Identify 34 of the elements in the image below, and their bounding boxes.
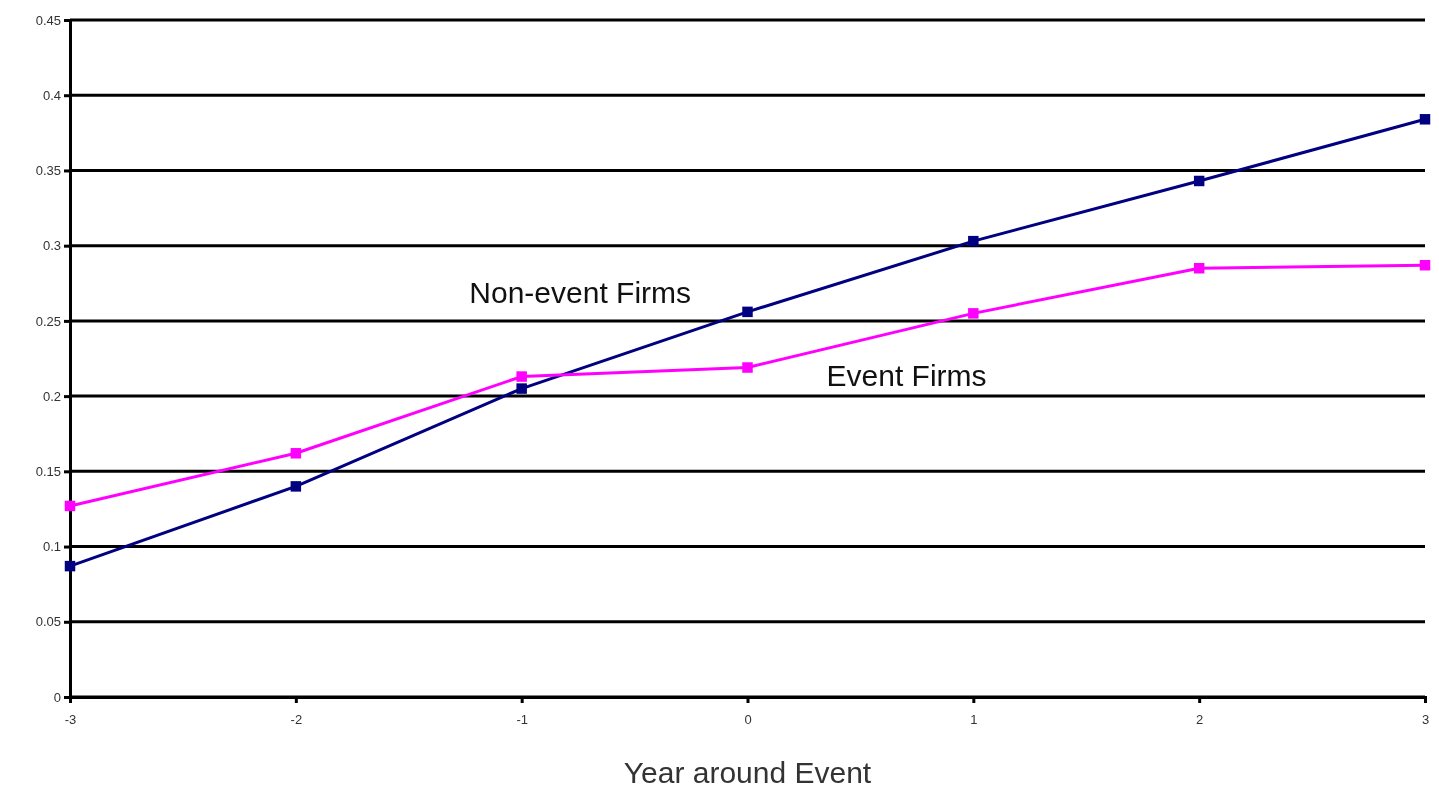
x-axis-title: Year around Event (623, 756, 872, 789)
y-tick-label: 0 (53, 689, 61, 705)
point (1193, 262, 1205, 274)
y-tick-label: 0.45 (35, 12, 61, 28)
point (742, 362, 753, 373)
point (742, 306, 753, 318)
x-tick-label: -2 (290, 712, 303, 728)
y-tick-label: 0.1 (42, 539, 61, 555)
point (516, 383, 527, 394)
y-tick-label: 0.4 (42, 87, 61, 103)
x-tick-label: -1 (516, 712, 528, 728)
x-tick-label: 3 (1421, 712, 1430, 728)
point (516, 371, 527, 382)
point (968, 235, 979, 247)
x-tick-label: 2 (1196, 712, 1204, 728)
series-label: Non-event Firms (469, 275, 692, 309)
point (1419, 259, 1431, 271)
series-label: Event Firms (826, 358, 987, 392)
point (968, 308, 979, 319)
y-tick-label: 0.2 (42, 388, 61, 404)
point (64, 560, 76, 572)
y-tick-label: 0.25 (35, 313, 61, 329)
point (290, 448, 302, 459)
point (290, 481, 302, 492)
x-tick-label: 0 (744, 712, 752, 728)
point (64, 500, 76, 512)
x-tick-label: 1 (970, 712, 978, 728)
point (1193, 175, 1205, 187)
y-tick-label: 0.05 (35, 614, 61, 630)
point (1419, 114, 1431, 125)
y-tick-label: 0.15 (35, 463, 61, 479)
y-tick-label: 0.3 (42, 238, 61, 254)
x-tick-label: -3 (64, 712, 77, 728)
y-tick-label: 0.35 (35, 163, 61, 179)
